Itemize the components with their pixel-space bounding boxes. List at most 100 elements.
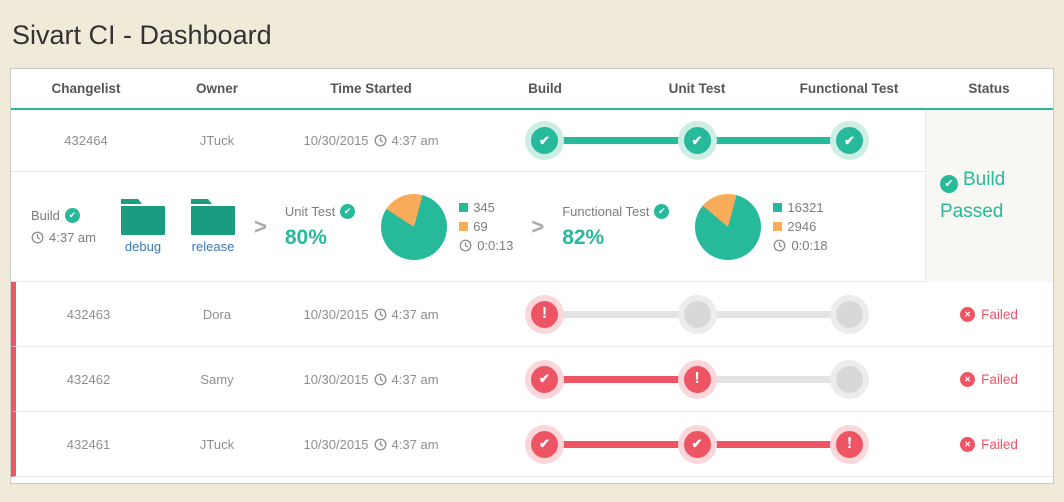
check-icon: ✔	[654, 203, 670, 219]
status-badge: ✔ Build Passed	[925, 110, 1053, 282]
status-badge: ✕ Failed	[925, 436, 1053, 452]
page-title: Sivart CI - Dashboard	[12, 20, 272, 50]
artifact-debug: debug	[120, 199, 166, 254]
time-value: 4:37 am	[391, 133, 439, 148]
time-started-value: 10/30/2015 4:37 am	[273, 307, 469, 322]
unit-test-passed-count: 345	[473, 200, 495, 215]
time-started-value: 10/30/2015 4:37 am	[273, 437, 469, 452]
status-badge: ✕ Failed	[925, 306, 1053, 322]
date-value: 10/30/2015	[303, 436, 369, 452]
artifact-release: release	[190, 199, 236, 254]
build-time: 4:37 am	[49, 230, 96, 245]
progress-stepper	[469, 300, 925, 328]
time-value: 4:37 am	[391, 306, 439, 322]
table-row[interactable]: 432463 Dora 10/30/2015 4:37 am ✕ Failed	[11, 282, 1053, 347]
build-label: Build	[31, 208, 60, 223]
unit-test-pie-chart	[381, 193, 448, 260]
changelist-value: 432464	[64, 133, 108, 148]
header-time-started: Time Started	[330, 81, 412, 96]
owner-value: Dora	[202, 306, 232, 322]
progress-stepper	[469, 430, 925, 458]
build-detail-row: Build ✔ 4:37 am debug	[11, 172, 925, 282]
owner-value: JTuck	[199, 133, 235, 148]
folder-icon	[190, 199, 235, 235]
artifact-link[interactable]: debug	[124, 239, 162, 254]
changelist-value: 432462	[66, 371, 111, 387]
clock-icon	[374, 373, 386, 385]
table-row[interactable]: 432462 Samy 10/30/2015 4:37 am ✕ Failed	[11, 347, 1053, 412]
step-circle-build	[531, 127, 558, 154]
time-value: 4:37 am	[391, 371, 439, 387]
clock-icon	[374, 308, 386, 320]
step-connector	[561, 137, 681, 144]
functional-test-label: Functional Test	[562, 203, 650, 219]
step-connector	[713, 137, 833, 144]
functional-test-pie-chart	[695, 193, 762, 260]
header-functional-test: Functional Test	[799, 81, 899, 96]
step-circle-unit-test	[683, 300, 711, 328]
legend-pass-swatch	[459, 203, 469, 212]
step-circle-functional-test	[836, 365, 863, 393]
x-circle-icon: ✕	[960, 306, 976, 322]
clock-icon	[773, 239, 786, 252]
build-info: Build ✔ 4:37 am	[31, 208, 96, 245]
unit-test-failed-count: 69	[473, 219, 488, 234]
step-circle-functional-test	[836, 300, 863, 328]
check-icon: ✔	[64, 208, 80, 223]
unit-test-duration: 0:0:13	[477, 238, 514, 253]
x-circle-icon: ✕	[960, 436, 976, 452]
header-unit-test: Unit Test	[668, 81, 726, 96]
clock-icon	[374, 134, 386, 147]
date-value: 10/30/2015	[303, 133, 369, 148]
step-circle-build	[531, 300, 558, 328]
clock-icon	[31, 231, 44, 244]
passed-build-section: 432464 JTuck 10/30/2015 4:37 am	[11, 110, 1053, 282]
header-build: Build	[528, 81, 562, 96]
step-connector	[713, 375, 833, 383]
step-connector	[561, 375, 681, 383]
step-connector	[713, 440, 833, 448]
step-circle-build	[531, 365, 558, 393]
legend-fail-swatch	[459, 222, 469, 231]
step-circle-functional-test	[836, 127, 863, 154]
step-circle-build	[531, 430, 558, 458]
time-started-value: 10/30/2015 4:37 am	[273, 372, 469, 387]
date-value: 10/30/2015	[303, 371, 369, 387]
status-label: Failed	[981, 436, 1018, 452]
functional-test-passed-count: 16321	[787, 200, 824, 215]
header-owner: Owner	[195, 81, 238, 96]
changelist-value: 432461	[66, 436, 111, 452]
time-value: 4:37 am	[391, 436, 439, 452]
progress-stepper	[469, 127, 925, 154]
step-connector	[561, 310, 681, 318]
status-badge: ✕ Failed	[925, 371, 1053, 387]
header-changelist: Changelist	[51, 81, 121, 96]
chevron-right-icon: >	[253, 213, 267, 239]
date-value: 10/30/2015	[303, 306, 369, 322]
changelist-value: 432463	[66, 306, 111, 322]
x-circle-icon: ✕	[960, 371, 976, 387]
unit-test-percent: 80%	[284, 225, 327, 249]
folder-icon	[120, 199, 165, 235]
check-icon: ✔	[340, 203, 356, 219]
owner-value: Samy	[200, 371, 234, 387]
step-circle-unit-test	[683, 365, 711, 393]
step-circle-functional-test	[836, 430, 863, 458]
step-connector	[561, 440, 681, 448]
table-row[interactable]: 432461 JTuck 10/30/2015 4:37 am ✕ Failed	[11, 412, 1053, 477]
functional-test-legend: 16321 2946 0:0:18	[773, 200, 828, 253]
unit-test-label: Unit Test	[284, 203, 336, 219]
clock-icon	[459, 239, 472, 252]
step-circle-unit-test	[683, 430, 711, 458]
functional-test-summary: Functional Test ✔ 82%	[562, 203, 670, 250]
table-row[interactable]: 432464 JTuck 10/30/2015 4:37 am	[11, 110, 925, 172]
status-label: Failed	[981, 306, 1018, 322]
status-label: Build Passed	[940, 168, 1006, 222]
chevron-right-icon: >	[531, 213, 545, 239]
functional-test-percent: 82%	[562, 225, 605, 249]
unit-test-summary: Unit Test ✔ 80%	[284, 203, 356, 250]
table-header-row: Changelist Owner Time Started Build Unit…	[11, 69, 1053, 110]
clock-icon	[374, 438, 386, 450]
artifact-link[interactable]: release	[191, 239, 235, 254]
legend-pass-swatch	[773, 203, 783, 212]
